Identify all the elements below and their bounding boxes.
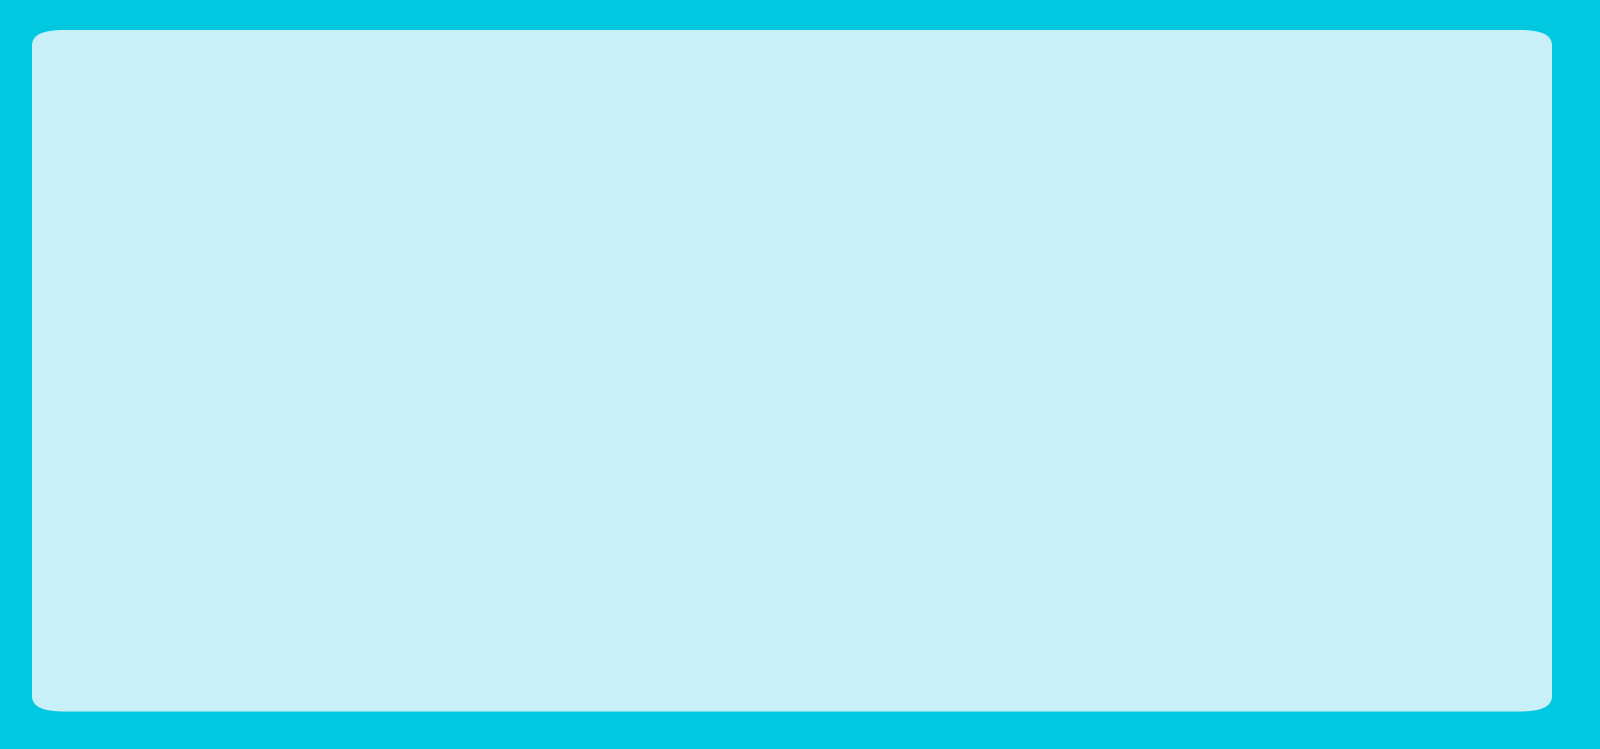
Text: translation (SMT): translation (SMT) (949, 261, 1098, 279)
Point (498, 451, 523, 463)
Text: translation (RBMT): translation (RBMT) (336, 261, 499, 279)
Text: 1995: 1995 (958, 509, 997, 524)
Text: (NMT): (NMT) (1442, 261, 1501, 279)
Point (965, 451, 990, 463)
Text: 1980s–2015: 1980s–2015 (963, 131, 1083, 149)
Text: 1950: 1950 (117, 509, 160, 524)
Point (1150, 451, 1176, 463)
Point (1058, 451, 1083, 463)
Text: Neural machine: Neural machine (1355, 195, 1493, 213)
Point (219, 451, 245, 463)
Text: 2015: 2015 (1328, 509, 1371, 524)
Text: Rule-based machine: Rule-based machine (330, 195, 507, 213)
Point (1430, 451, 1456, 463)
Text: 1980: 1980 (677, 509, 718, 524)
Point (592, 451, 618, 463)
Text: (RBMT): (RBMT) (429, 261, 501, 279)
Point (778, 451, 803, 463)
Text: 1970: 1970 (491, 509, 531, 524)
Text: 2010: 2010 (1237, 509, 1275, 524)
Text: (SMT): (SMT) (1042, 261, 1099, 279)
Text: 1975: 1975 (586, 509, 624, 524)
Text: ☰ lokalise: ☰ lokalise (1323, 643, 1440, 664)
Point (1243, 451, 1269, 463)
Text: 1960: 1960 (306, 509, 344, 524)
Text: 2000: 2000 (1051, 509, 1090, 524)
Text: 2020: 2020 (1424, 509, 1462, 524)
Text: 1985: 1985 (771, 509, 810, 524)
Point (685, 451, 710, 463)
Text: translation (NMT): translation (NMT) (1349, 261, 1501, 279)
Point (126, 451, 152, 463)
Text: 2016-present: 2016-present (1357, 131, 1493, 149)
Text: 1950s–1980s: 1950s–1980s (352, 131, 483, 149)
Text: 2005: 2005 (1144, 509, 1182, 524)
Point (312, 451, 338, 463)
Text: 1965: 1965 (398, 509, 437, 524)
Text: 1990: 1990 (864, 509, 904, 524)
Point (870, 451, 896, 463)
Point (1338, 451, 1363, 463)
Text: 1955: 1955 (213, 509, 251, 524)
Text: Statistical machine: Statistical machine (941, 195, 1107, 213)
Point (405, 451, 430, 463)
